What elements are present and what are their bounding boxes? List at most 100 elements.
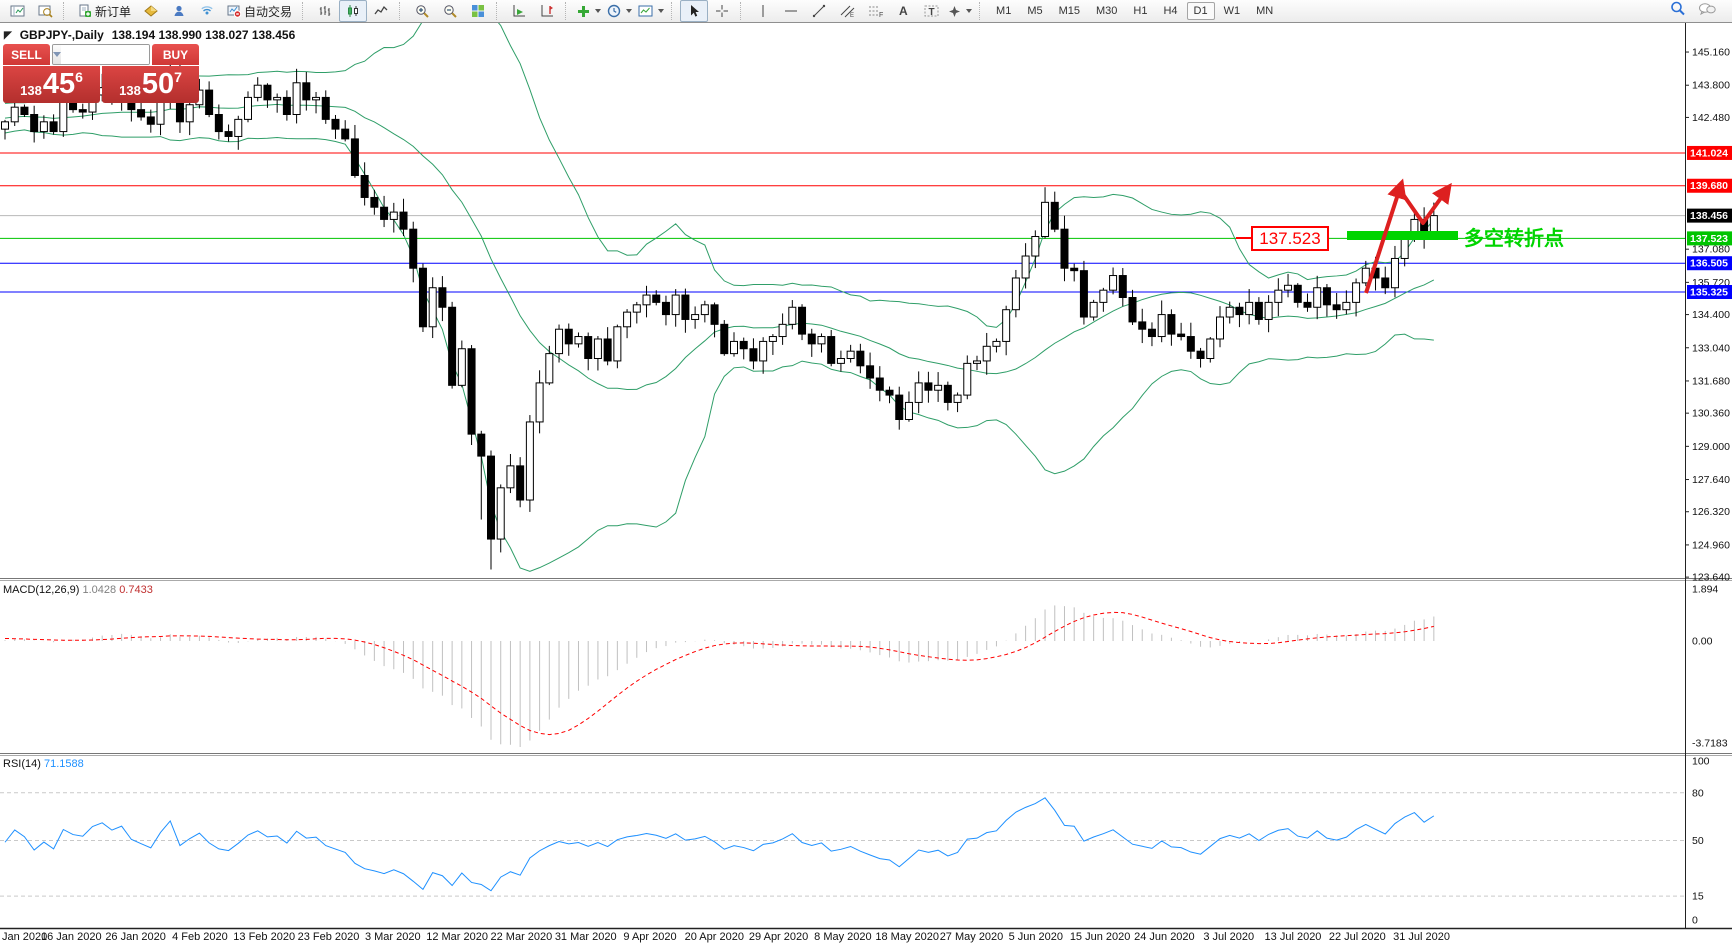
- autotrading-button[interactable]: 自动交易: [221, 0, 298, 22]
- cursor-icon[interactable]: [680, 0, 709, 22]
- candle-body: [1332, 304, 1341, 311]
- candle-body: [1390, 257, 1399, 289]
- arrows-icon[interactable]: [945, 0, 975, 22]
- line-chart-icon[interactable]: [367, 0, 395, 22]
- candle-body: [1109, 275, 1118, 291]
- vertical-line-icon[interactable]: [749, 0, 777, 22]
- templates-dropdown-caret[interactable]: [658, 9, 665, 13]
- date-label: 22 Mar 2020: [491, 931, 553, 943]
- axis-tick-label: 133.040: [1692, 342, 1730, 354]
- candle-body: [1196, 350, 1205, 359]
- periods-clock-icon[interactable]: [604, 0, 635, 22]
- annotation-rect: [1251, 226, 1329, 251]
- arrows-dropdown-caret[interactable]: [966, 9, 973, 13]
- candle-body: [739, 340, 748, 350]
- buy-price[interactable]: 138 50 7: [102, 66, 199, 103]
- candle-body: [282, 96, 291, 115]
- date-label: 4 Feb 2020: [172, 931, 228, 943]
- candle-body: [69, 101, 78, 111]
- timeframe-button-M1[interactable]: M1: [996, 5, 1012, 17]
- trend-arrow[interactable]: [1364, 178, 1452, 294]
- timeframe-button-W1[interactable]: W1: [1223, 5, 1241, 17]
- buy-button[interactable]: BUY: [152, 44, 199, 65]
- candle-body: [1313, 287, 1322, 308]
- candle-body: [1254, 301, 1263, 320]
- candle-body: [1245, 301, 1254, 316]
- macd-tick-label: 1.894: [1692, 583, 1718, 595]
- timeframe-button-MN[interactable]: MN: [1256, 5, 1274, 17]
- candle-body: [836, 358, 845, 364]
- toolbar-separator: [63, 2, 69, 20]
- candle-body: [39, 121, 48, 133]
- candle-body: [273, 96, 282, 101]
- chart-window: 145.160 143.800 142.480 137.080 135.720 134.4…: [0, 23, 1732, 945]
- date-label: 27 May 2020: [940, 931, 1004, 943]
- price-badge-label: 136.505: [1690, 258, 1728, 270]
- candles-layer: [1, 60, 1438, 570]
- navigator-icon[interactable]: [165, 0, 193, 22]
- price-badge: [1687, 145, 1732, 160]
- market-watch-icon[interactable]: [137, 0, 165, 22]
- price-annotation-box[interactable]: 137.523: [1236, 226, 1329, 251]
- autotrading-label: 自动交易: [244, 4, 293, 19]
- new-chart-icon[interactable]: [3, 0, 31, 22]
- new-order-button[interactable]: 新订单: [72, 0, 137, 22]
- candle-body: [1264, 301, 1273, 320]
- chart-shift-icon[interactable]: [533, 0, 561, 22]
- profiles-icon[interactable]: [31, 0, 59, 22]
- fibonacci-icon[interactable]: F: [861, 0, 889, 22]
- chat-icon[interactable]: [1698, 2, 1716, 21]
- periods-dropdown-caret[interactable]: [626, 9, 633, 13]
- chart-canvas[interactable]: 145.160143.800142.480137.080135.720134.4…: [0, 23, 1732, 945]
- indicator-axes: 1.894 0.00 -3.7183 100 80 50 15 0 MACD(12,26,9) …: [3, 583, 1728, 926]
- zoom-out-icon[interactable]: [436, 0, 464, 22]
- templates-icon[interactable]: [635, 0, 667, 22]
- axis-tick-label: 129.000: [1692, 441, 1730, 453]
- candle-body: [555, 328, 564, 355]
- indicators-dropdown-caret[interactable]: [595, 9, 602, 13]
- note-text[interactable]: 多空转折点: [1464, 226, 1564, 250]
- timeframe-button-M15[interactable]: M15: [1058, 5, 1080, 17]
- toolbar-separator: [671, 2, 677, 20]
- sell-price[interactable]: 138 45 6: [3, 66, 100, 103]
- text-icon[interactable]: A: [889, 0, 917, 22]
- indicators-icon[interactable]: [574, 0, 604, 22]
- equidistant-channel-icon[interactable]: E: [833, 0, 861, 22]
- timeframe-button-H1[interactable]: H1: [1133, 5, 1148, 17]
- svg-text:T: T: [928, 7, 934, 18]
- search-icon[interactable]: [1670, 1, 1686, 21]
- date-label: 31 Mar 2020: [555, 931, 617, 943]
- zoom-in-icon[interactable]: [408, 0, 436, 22]
- timeframe-button-D1[interactable]: D1: [1186, 2, 1215, 20]
- timeframe-button-M30[interactable]: M30: [1096, 5, 1118, 17]
- svg-text:F: F: [879, 12, 883, 18]
- bar-chart-icon[interactable]: [311, 0, 339, 22]
- rsi-label: RSI(14) 71.1588: [3, 758, 84, 770]
- tile-windows-icon[interactable]: [464, 0, 492, 22]
- candle-body: [49, 121, 58, 133]
- auto-scroll-icon[interactable]: [505, 0, 533, 22]
- candle-body: [389, 211, 398, 220]
- trendline-icon[interactable]: [805, 0, 833, 22]
- horizontal-line-icon[interactable]: [777, 0, 805, 22]
- candlestick-chart-icon[interactable]: [339, 0, 368, 22]
- sell-button[interactable]: SELL: [3, 44, 50, 65]
- crosshair-icon[interactable]: [708, 0, 736, 22]
- candle-body: [1070, 267, 1079, 272]
- date-label: 13 Feb 2020: [233, 931, 295, 943]
- volume-decrease-button[interactable]: [53, 45, 61, 64]
- main-toolbar: 新订单 自动交易: [0, 0, 1732, 23]
- volume-input[interactable]: [61, 45, 149, 64]
- candle-body: [312, 96, 321, 101]
- candle-body: [137, 109, 146, 118]
- green-level-bar[interactable]: [1347, 231, 1458, 240]
- timeframe-button-M5[interactable]: M5: [1027, 5, 1043, 17]
- rsi-line: [4, 797, 1435, 892]
- axis-tick-label: 137.080: [1692, 244, 1730, 256]
- timeframe-button-H4[interactable]: H4: [1163, 5, 1178, 17]
- signals-icon[interactable]: [193, 0, 221, 22]
- candle-body: [895, 394, 904, 421]
- text-label-icon[interactable]: T: [917, 0, 945, 22]
- candle-body: [224, 131, 233, 137]
- candle-body: [963, 362, 972, 396]
